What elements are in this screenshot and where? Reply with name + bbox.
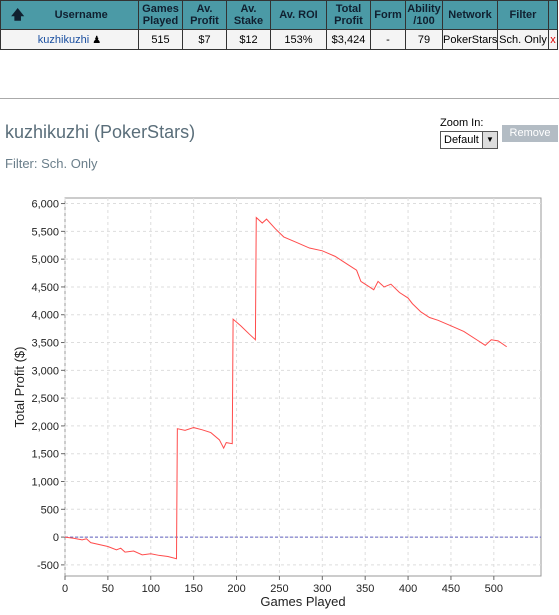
column-header[interactable]: Ability /100 [405, 0, 443, 30]
sort-header[interactable]: 🡅 Username [0, 0, 139, 30]
player-link[interactable]: kuzhikuzhi [37, 33, 90, 46]
column-header[interactable]: Games Played [138, 0, 183, 30]
column-header[interactable]: Filter [497, 0, 549, 30]
stats-table: 🡅 Username Games Played Av. Profit Av. St… [0, 0, 558, 50]
x-tick-label: 250 [270, 583, 288, 595]
cell: - [370, 29, 406, 50]
y-tick-label: 5,500 [31, 226, 59, 238]
cell: $7 [182, 29, 227, 50]
remove-x[interactable]: x [548, 29, 558, 50]
cell: 153% [270, 29, 327, 50]
y-tick-label: 2,000 [31, 421, 59, 433]
y-tick-label: 1,500 [31, 449, 59, 461]
chart: -50005001,0001,5002,0002,5003,0003,5004,… [12, 197, 542, 609]
y-tick-label: 500 [41, 504, 59, 516]
x-tick-label: 300 [313, 583, 331, 595]
y-tick-label: 5,000 [31, 254, 59, 266]
header-blank [548, 0, 558, 30]
x-tick-label: 500 [485, 583, 503, 595]
cell: 515 [138, 29, 183, 50]
y-tick-label: 4,500 [31, 282, 59, 294]
column-header[interactable]: Av. Profit [182, 0, 227, 30]
y-tick-label: 6,000 [31, 199, 59, 211]
x-tick-label: 50 [102, 583, 114, 595]
column-header[interactable]: Av. ROI [270, 0, 327, 30]
x-tick-label: 400 [399, 583, 417, 595]
column-header[interactable]: Form [370, 0, 406, 30]
x-tick-label: 200 [227, 583, 245, 595]
zoom-select[interactable]: Default ▼ [440, 131, 498, 149]
x-tick-label: 150 [184, 583, 202, 595]
x-tick-label: 450 [442, 583, 460, 595]
y-tick-label: 4,000 [31, 310, 59, 322]
y-tick-label: -500 [37, 560, 59, 572]
x-tick-label: 100 [142, 583, 160, 595]
cell: 79 [405, 29, 443, 50]
column-header: Username [54, 9, 108, 21]
y-tick-label: 2,500 [31, 393, 59, 405]
zoom-value: Default [444, 134, 479, 146]
plot-area [64, 197, 542, 577]
zoom-label: Zoom In: [440, 117, 484, 129]
header-row: 🡅 Username Games Played Av. Profit Av. St… [0, 0, 558, 30]
cell: $12 [226, 29, 271, 50]
y-tick-label: 0 [53, 532, 59, 544]
data-line [64, 216, 507, 560]
y-tick-label: 3,000 [31, 365, 59, 377]
x-tick-label: 0 [62, 583, 68, 595]
y-tick-label: 1,000 [31, 477, 59, 489]
y-axis-label: Total Profit ($) [12, 347, 27, 428]
column-header[interactable]: Av. Stake [226, 0, 271, 30]
y-tick-label: 3,500 [31, 338, 59, 350]
cell: $3,424 [326, 29, 371, 50]
cell: PokerStars [442, 29, 498, 50]
column-header[interactable]: Network [442, 0, 498, 30]
filter-label: Filter: Sch. Only [5, 156, 98, 171]
x-tick-label: 350 [356, 583, 374, 595]
x-axis-label: Games Played [260, 594, 345, 609]
data-row: kuzhikuzhi ♟ 515 $7 $12 153% $3,424 - 79… [0, 29, 558, 50]
cell: Sch. Only [497, 29, 549, 50]
player-cell: kuzhikuzhi ♟ [0, 29, 139, 50]
page-title: kuzhikuzhi (PokerStars) [5, 122, 196, 142]
remove-button[interactable]: Remove [502, 125, 558, 142]
divider [0, 98, 559, 99]
column-header[interactable]: Total Profit [326, 0, 371, 30]
